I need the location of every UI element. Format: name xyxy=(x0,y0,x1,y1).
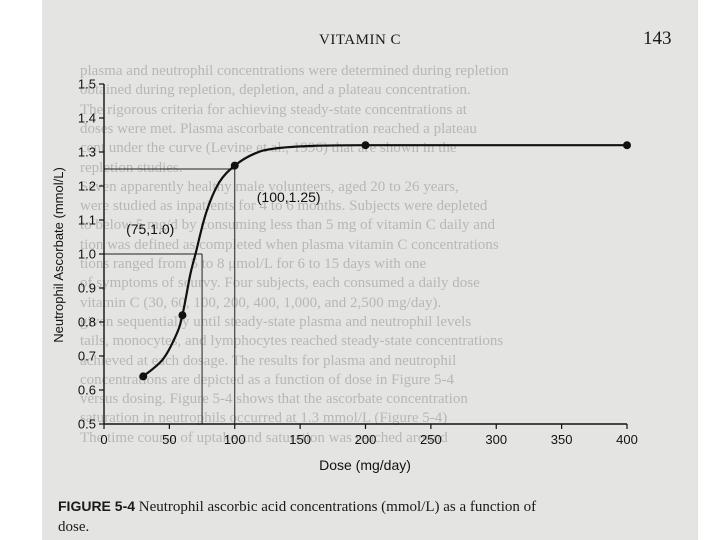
background-text-line: achieved at each dosage. The results for… xyxy=(80,352,457,369)
annotation-label: (100,1.25) xyxy=(257,189,321,205)
background-text-line: The time course of uptake and saturation… xyxy=(80,429,448,446)
background-text-line: given sequentially until steady-state pl… xyxy=(80,313,472,330)
data-point xyxy=(178,311,187,320)
y-tick-label: 1.3 xyxy=(78,145,96,160)
x-tick-label: 300 xyxy=(485,432,507,447)
background-text-line: doses were met. Plasma ascorbate concent… xyxy=(80,120,477,137)
page-number: 143 xyxy=(643,28,672,49)
background-text-line: tion was defined as completed when plasm… xyxy=(80,236,499,253)
background-text-line: repletion studies. xyxy=(80,159,183,176)
neutrophil-ascorbate-chart: 0 50 100 150 200 250 300 350 400 0.5 0.6 0.7 0.8 0.9 1… xyxy=(51,77,638,474)
running-header: VITAMIN C xyxy=(319,32,402,48)
data-point xyxy=(230,161,239,170)
x-tick-label: 100 xyxy=(224,432,246,447)
background-text-line: obtained during repletion, depletion, an… xyxy=(80,82,471,99)
background-text-line: Seven apparently healthy male volunteers… xyxy=(80,178,459,195)
background-text-line: tails, monocytes, and lymphocytes reache… xyxy=(80,333,504,350)
x-tick-label: 200 xyxy=(355,432,377,447)
book-page: plasma and neutrophil concentrations wer… xyxy=(42,0,698,540)
data-point xyxy=(139,372,148,381)
background-text-line: of symptoms of scurvy. Four subjects, ea… xyxy=(80,275,480,292)
background-text-line: versus dosing. Figure 5-4 shows that the… xyxy=(80,391,468,408)
y-tick-label: 0.8 xyxy=(78,315,96,330)
data-points xyxy=(139,141,631,381)
background-text-line: concentrations are depicted as a functio… xyxy=(80,371,455,388)
x-axis-label: Dose (mg/day) xyxy=(319,457,411,473)
y-tick-label: 0.7 xyxy=(78,349,96,364)
caption-text-line2: dose. xyxy=(58,519,90,535)
background-text-line: tions ranged from 5 to 8 μmol/L for 6 to… xyxy=(80,256,427,272)
background-text-line: The rigorous criteria for achieving stea… xyxy=(80,101,467,118)
background-text-line: to below 5 mg/d by consuming less than 5… xyxy=(80,217,495,234)
axis-ticks: 0 50 100 150 200 250 300 350 400 0.5 0.6 0.7 0.8 0.9 1… xyxy=(78,77,638,448)
y-tick-label: 1.0 xyxy=(78,247,96,262)
caption-label: FIGURE 5-4 xyxy=(58,498,136,514)
fitted-curve xyxy=(142,144,627,378)
background-text-line: were studied as inpatients for 4 to 6 mo… xyxy=(80,198,488,215)
x-tick-label: 0 xyxy=(100,432,107,447)
figure-caption: FIGURE 5-4 Neutrophil ascorbic acid conc… xyxy=(58,496,698,537)
caption-text: Neutrophil ascorbic acid concentrations … xyxy=(138,499,537,515)
y-tick-label: 1.5 xyxy=(78,77,96,92)
annotations: (75,1.0) (100,1.25) xyxy=(126,189,321,237)
data-point xyxy=(623,141,631,150)
y-tick-label: 1.1 xyxy=(78,213,96,228)
x-tick-label: 150 xyxy=(289,432,311,447)
y-tick-label: 0.5 xyxy=(78,417,96,432)
x-tick-label: 400 xyxy=(616,432,638,447)
reference-lines xyxy=(104,168,236,424)
background-text-line: saturation in neutrophils occurred at 1.… xyxy=(80,410,448,427)
x-tick-label: 350 xyxy=(551,432,573,447)
x-tick-label: 250 xyxy=(420,432,442,447)
y-tick-label: 1.4 xyxy=(78,111,96,126)
y-tick-label: 1.2 xyxy=(78,179,96,194)
background-text-line: plasma and neutrophil concentrations wer… xyxy=(80,63,509,79)
background-text-line: vitamin C (30, 60, 100, 200, 400, 1,000,… xyxy=(80,294,442,311)
x-tick-label: 50 xyxy=(162,432,176,447)
y-tick-label: 0.9 xyxy=(78,281,96,296)
y-tick-label: 0.6 xyxy=(78,383,96,398)
data-point xyxy=(361,141,370,150)
annotation-label: (75,1.0) xyxy=(126,221,174,237)
y-axis-label: Neutrophil Ascorbate (mmol/L) xyxy=(51,167,66,343)
